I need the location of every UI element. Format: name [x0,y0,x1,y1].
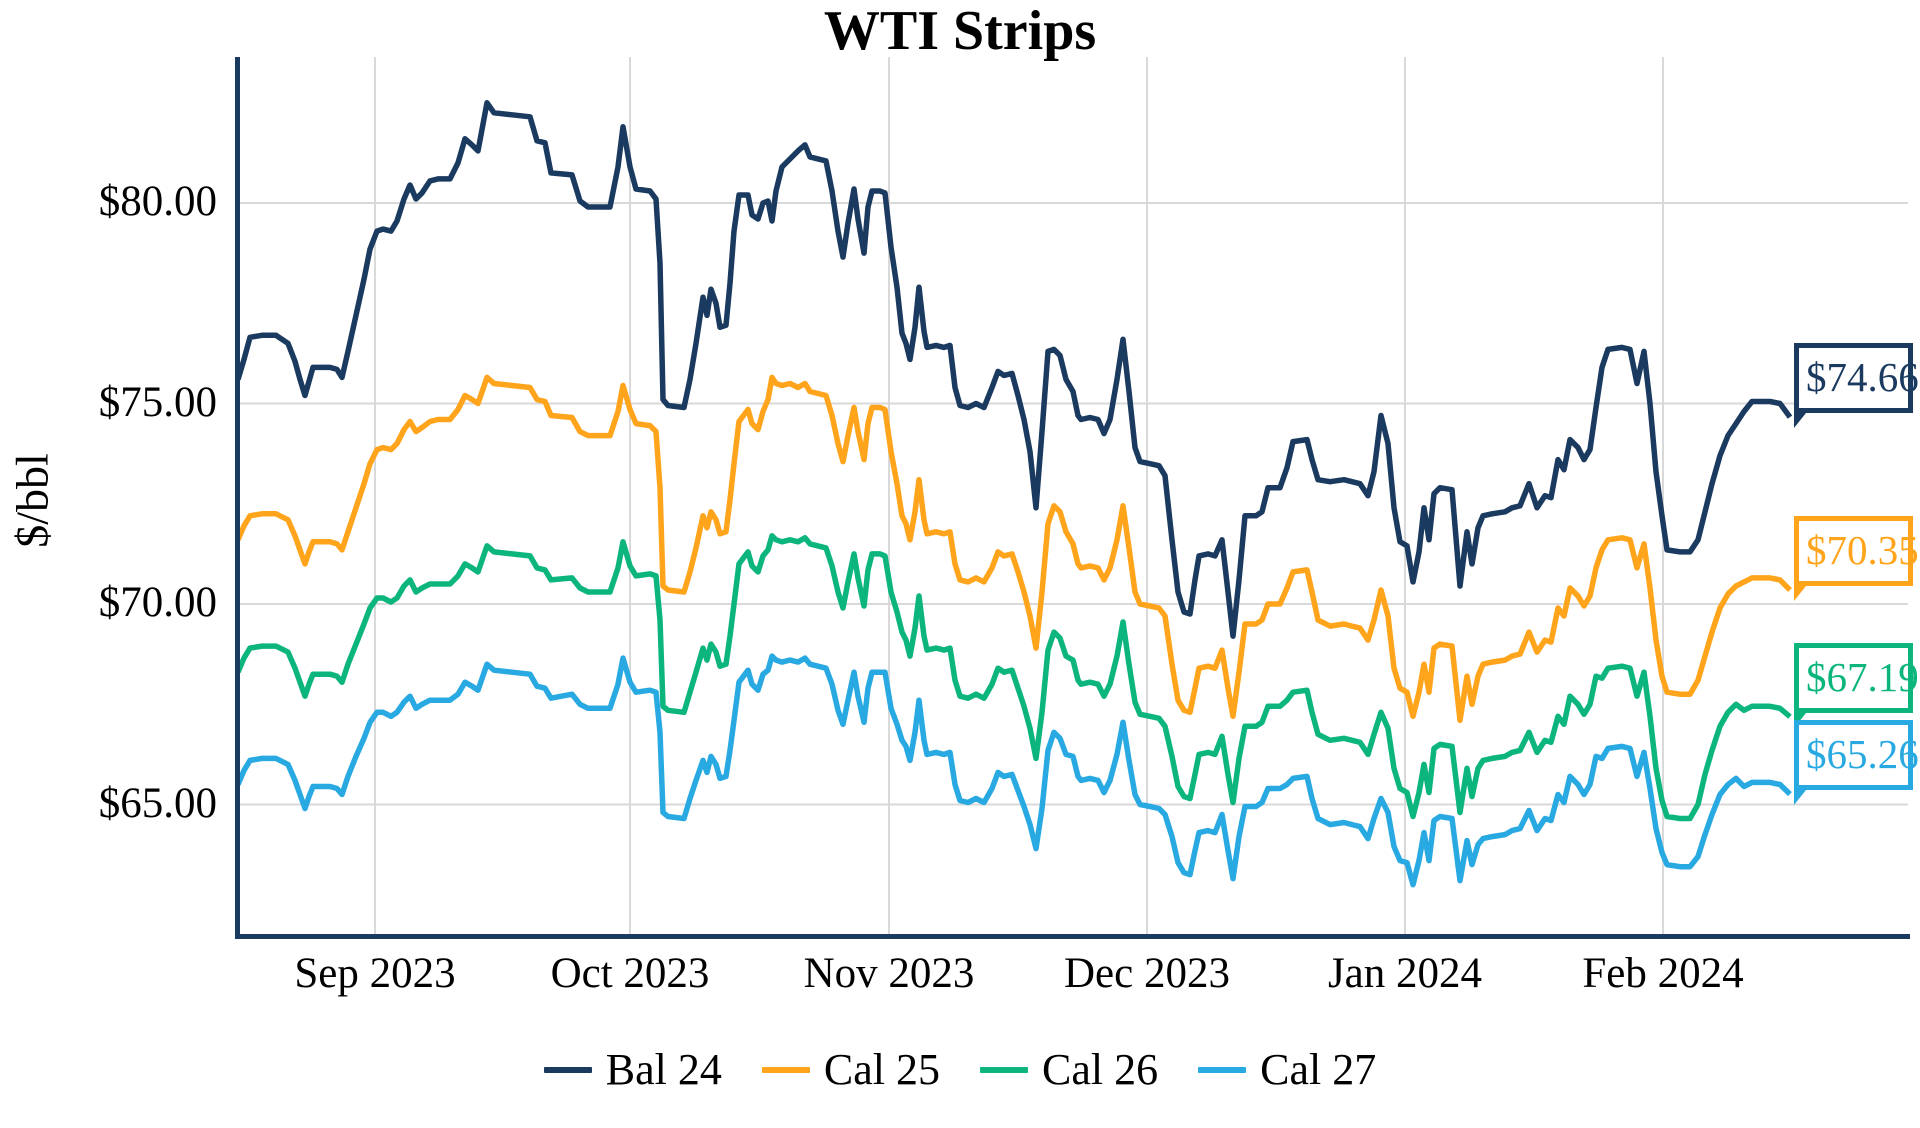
series-lines [235,100,1793,888]
callout-tail-icon [1794,408,1810,429]
end-label-cal-25: $70.35 [1794,515,1919,601]
y-axis-line [235,57,240,939]
end-label-bal-24: $74.66 [1794,343,1919,429]
end-label-value: $74.66 [1806,354,1919,401]
x-tick-label: Dec 2023 [1064,950,1230,997]
x-tick-label: Oct 2023 [550,950,710,997]
legend: Bal 24 Cal 25 Cal 26 Cal 27 [0,1040,1920,1100]
end-label-value: $67.19 [1806,653,1919,700]
callout-tail-icon [1794,580,1810,601]
cal-27-line-swatch-icon [1198,1067,1247,1073]
cal-25-line-swatch-icon [761,1067,810,1073]
series-line-cal-26 [235,533,1792,822]
y-tick-label: $70.00 [98,579,217,626]
legend-item-cal-26: Cal 26 [980,1045,1158,1095]
end-label-value: $65.26 [1806,731,1919,778]
bal-24-line-swatch-icon [543,1067,592,1073]
legend-item-cal-25: Cal 25 [761,1045,940,1095]
legend-item-bal-24: Bal 24 [543,1045,722,1095]
y-tick-label: $80.00 [98,178,217,225]
x-axis-line [235,934,1910,939]
legend-label: Cal 25 [823,1045,940,1094]
x-tick-label: Feb 2024 [1582,950,1744,997]
y-tick-label: $65.00 [98,779,217,827]
legend-item-cal-27: Cal 27 [1198,1045,1376,1095]
chart-title: WTI Strips [823,0,1097,62]
callout-tail-icon [1794,785,1810,806]
gridlines [238,57,1908,936]
end-label-value: $70.35 [1806,526,1919,573]
cal-26-line-swatch-icon [980,1067,1028,1073]
legend-label: Cal 27 [1260,1045,1377,1094]
x-tick-label: Jan 2024 [1327,950,1483,997]
x-tick-label: Sep 2023 [294,950,456,997]
series-line-bal-24 [235,100,1793,639]
series-line-cal-25 [235,374,1792,724]
end-label-cal-26: $67.19 [1794,642,1919,728]
legend-label: Cal 26 [1042,1045,1159,1094]
y-tick-label: $75.00 [98,378,217,426]
axes [235,57,1910,939]
x-tick-label: Nov 2023 [803,950,975,997]
series-line-cal-27 [235,653,1792,888]
end-label-cal-27: $65.26 [1794,720,1919,806]
legend-label: Bal 24 [605,1045,722,1094]
